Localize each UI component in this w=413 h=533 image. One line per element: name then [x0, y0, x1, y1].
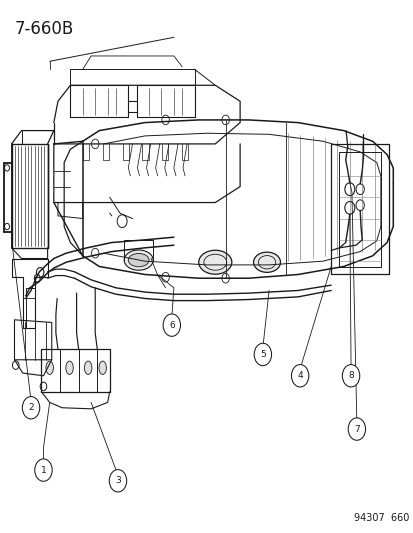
- Circle shape: [355, 184, 363, 195]
- Ellipse shape: [198, 250, 231, 274]
- Circle shape: [344, 183, 354, 196]
- Circle shape: [161, 115, 169, 125]
- Circle shape: [12, 361, 19, 369]
- Circle shape: [35, 459, 52, 481]
- Circle shape: [221, 115, 229, 125]
- Circle shape: [344, 201, 354, 214]
- Ellipse shape: [84, 361, 92, 374]
- Circle shape: [221, 273, 229, 283]
- Circle shape: [163, 314, 180, 336]
- Circle shape: [117, 215, 127, 228]
- Circle shape: [40, 382, 47, 391]
- Text: 6: 6: [169, 321, 174, 329]
- Circle shape: [91, 248, 99, 258]
- Ellipse shape: [124, 250, 153, 270]
- Circle shape: [22, 397, 40, 419]
- Text: 4: 4: [297, 372, 302, 380]
- Circle shape: [34, 274, 40, 282]
- Ellipse shape: [99, 361, 106, 374]
- Circle shape: [109, 470, 126, 492]
- Circle shape: [254, 343, 271, 366]
- Text: 7-660B: 7-660B: [14, 20, 74, 38]
- Circle shape: [291, 365, 308, 387]
- Text: 5: 5: [259, 350, 265, 359]
- Circle shape: [347, 418, 365, 440]
- Circle shape: [355, 200, 363, 211]
- Text: 8: 8: [347, 372, 353, 380]
- Circle shape: [342, 365, 359, 387]
- Text: 7: 7: [353, 425, 359, 433]
- Text: 94307  660: 94307 660: [353, 513, 408, 523]
- Ellipse shape: [46, 361, 53, 374]
- Ellipse shape: [253, 252, 280, 272]
- Circle shape: [5, 223, 9, 230]
- Text: 1: 1: [40, 466, 46, 474]
- Circle shape: [91, 139, 99, 149]
- Text: 2: 2: [28, 403, 34, 412]
- Circle shape: [161, 272, 169, 282]
- Ellipse shape: [66, 361, 73, 374]
- Ellipse shape: [128, 253, 149, 266]
- Circle shape: [36, 268, 44, 277]
- Circle shape: [5, 165, 9, 171]
- Text: 3: 3: [115, 477, 121, 485]
